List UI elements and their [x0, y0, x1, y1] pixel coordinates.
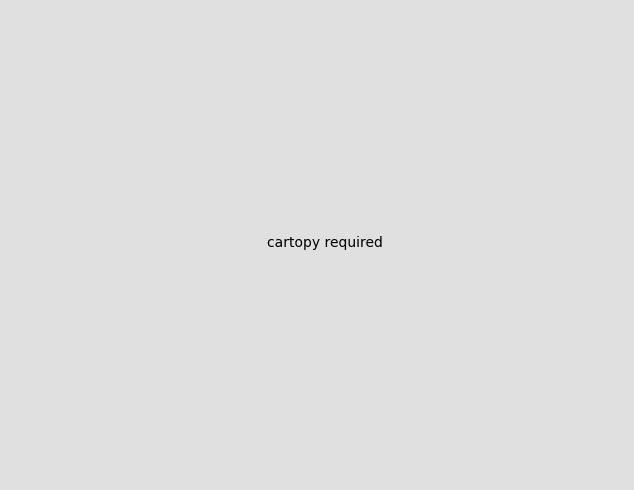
Text: cartopy required: cartopy required	[267, 237, 383, 250]
